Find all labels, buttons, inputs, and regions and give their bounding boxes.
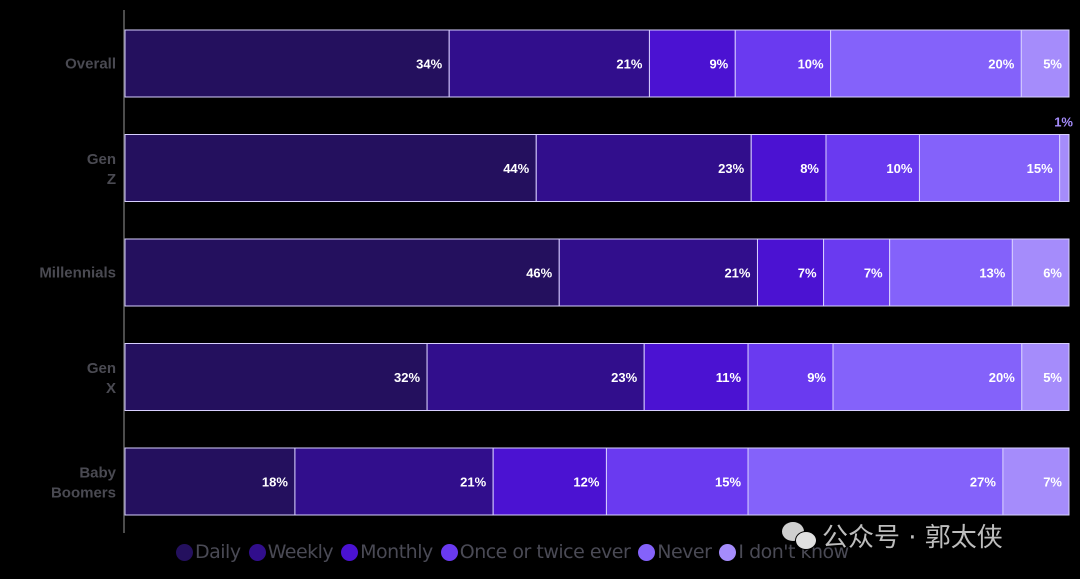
bar-segment [492,447,607,516]
data-label: 46% [526,266,552,281]
legend-swatch [176,543,193,561]
legend-item: Daily [176,541,241,563]
bar-segment [832,343,1023,411]
bar-segment [535,134,752,202]
wechat-icon [782,521,817,550]
data-label: 7% [864,266,883,281]
bar-segment [1020,29,1070,98]
bar-segment [747,343,834,411]
category-label: Millennials [39,265,116,282]
bar-segment [756,238,825,307]
bar-segment [124,29,450,98]
data-label: 10% [798,57,824,72]
bar-segment [1011,238,1070,307]
bar-segment [889,238,1013,307]
category-label: Overall [65,56,116,73]
bar-segment [426,343,645,411]
watermark-text: 公众号 · 郭太侠 [822,523,1003,553]
data-label: 44% [503,161,529,176]
data-label: 5% [1043,370,1062,385]
data-label: 18% [262,475,288,490]
data-label: 9% [709,57,728,72]
legend-swatch [719,543,737,561]
bar-segment [1002,447,1070,516]
data-label: 20% [989,370,1015,385]
bar-segment [124,134,537,202]
data-label: 15% [715,475,741,490]
category-label: Gen Z [87,151,116,188]
legend-label: Monthly [360,541,433,563]
legend-swatch [440,543,458,561]
data-label: 5% [1043,57,1062,72]
bar-segment [558,238,758,307]
bar-segment [823,238,891,307]
legend-label: Once or twice ever [459,541,631,563]
data-label: 32% [394,370,420,385]
bar-segment [918,134,1061,202]
legend-swatch [638,543,656,561]
data-label: 6% [1043,266,1062,281]
bar-segment [734,29,832,98]
legend: Daily Weekly Monthly Once or twice ever Neve… [176,541,849,563]
data-label: 34% [416,57,442,72]
data-label: 20% [988,57,1014,72]
bar-segment [1021,343,1070,411]
legend-swatch [248,543,266,561]
legend-item: Once or twice ever [440,541,631,563]
data-label: 9% [807,370,826,385]
watermark: 公众号 · 郭太侠 [782,517,1003,554]
data-label: 1% [1054,115,1073,130]
legend-item: Monthly [341,541,433,563]
bar-segment [124,238,560,307]
legend-swatch [341,543,359,561]
data-label: 12% [573,475,599,490]
bar-segment [825,134,920,202]
data-label: 11% [716,370,742,385]
data-label: 13% [979,266,1005,281]
data-label: 21% [460,475,486,490]
legend-label: Daily [195,541,241,563]
legend-label: Never [657,541,712,563]
bar-segment [124,343,428,411]
data-label: 7% [798,266,817,281]
data-label: 15% [1027,161,1053,176]
bar-segment [294,447,494,516]
legend-label: I don't know [738,541,849,563]
category-label: Baby Boomers [51,465,117,502]
legend-item: Weekly [248,541,334,563]
data-label: 23% [718,161,744,176]
data-label: 10% [886,161,912,176]
bar-segment [1059,134,1070,202]
bar-segment [605,447,749,516]
data-label: 21% [616,57,642,72]
bar-segment [448,29,650,98]
bar-segment [747,447,1004,516]
data-label: 8% [800,161,819,176]
category-label: Gen X [87,360,116,397]
bar-segment [124,447,296,516]
data-label: 27% [970,475,996,490]
legend-label: Weekly [267,541,334,563]
legend-item: Never [638,541,712,563]
bar-segment [648,29,736,98]
bar-segment [643,343,749,411]
data-label: 7% [1043,475,1062,490]
data-label: 23% [611,370,637,385]
legend-item: I don't know [719,541,849,563]
data-label: 21% [724,266,750,281]
